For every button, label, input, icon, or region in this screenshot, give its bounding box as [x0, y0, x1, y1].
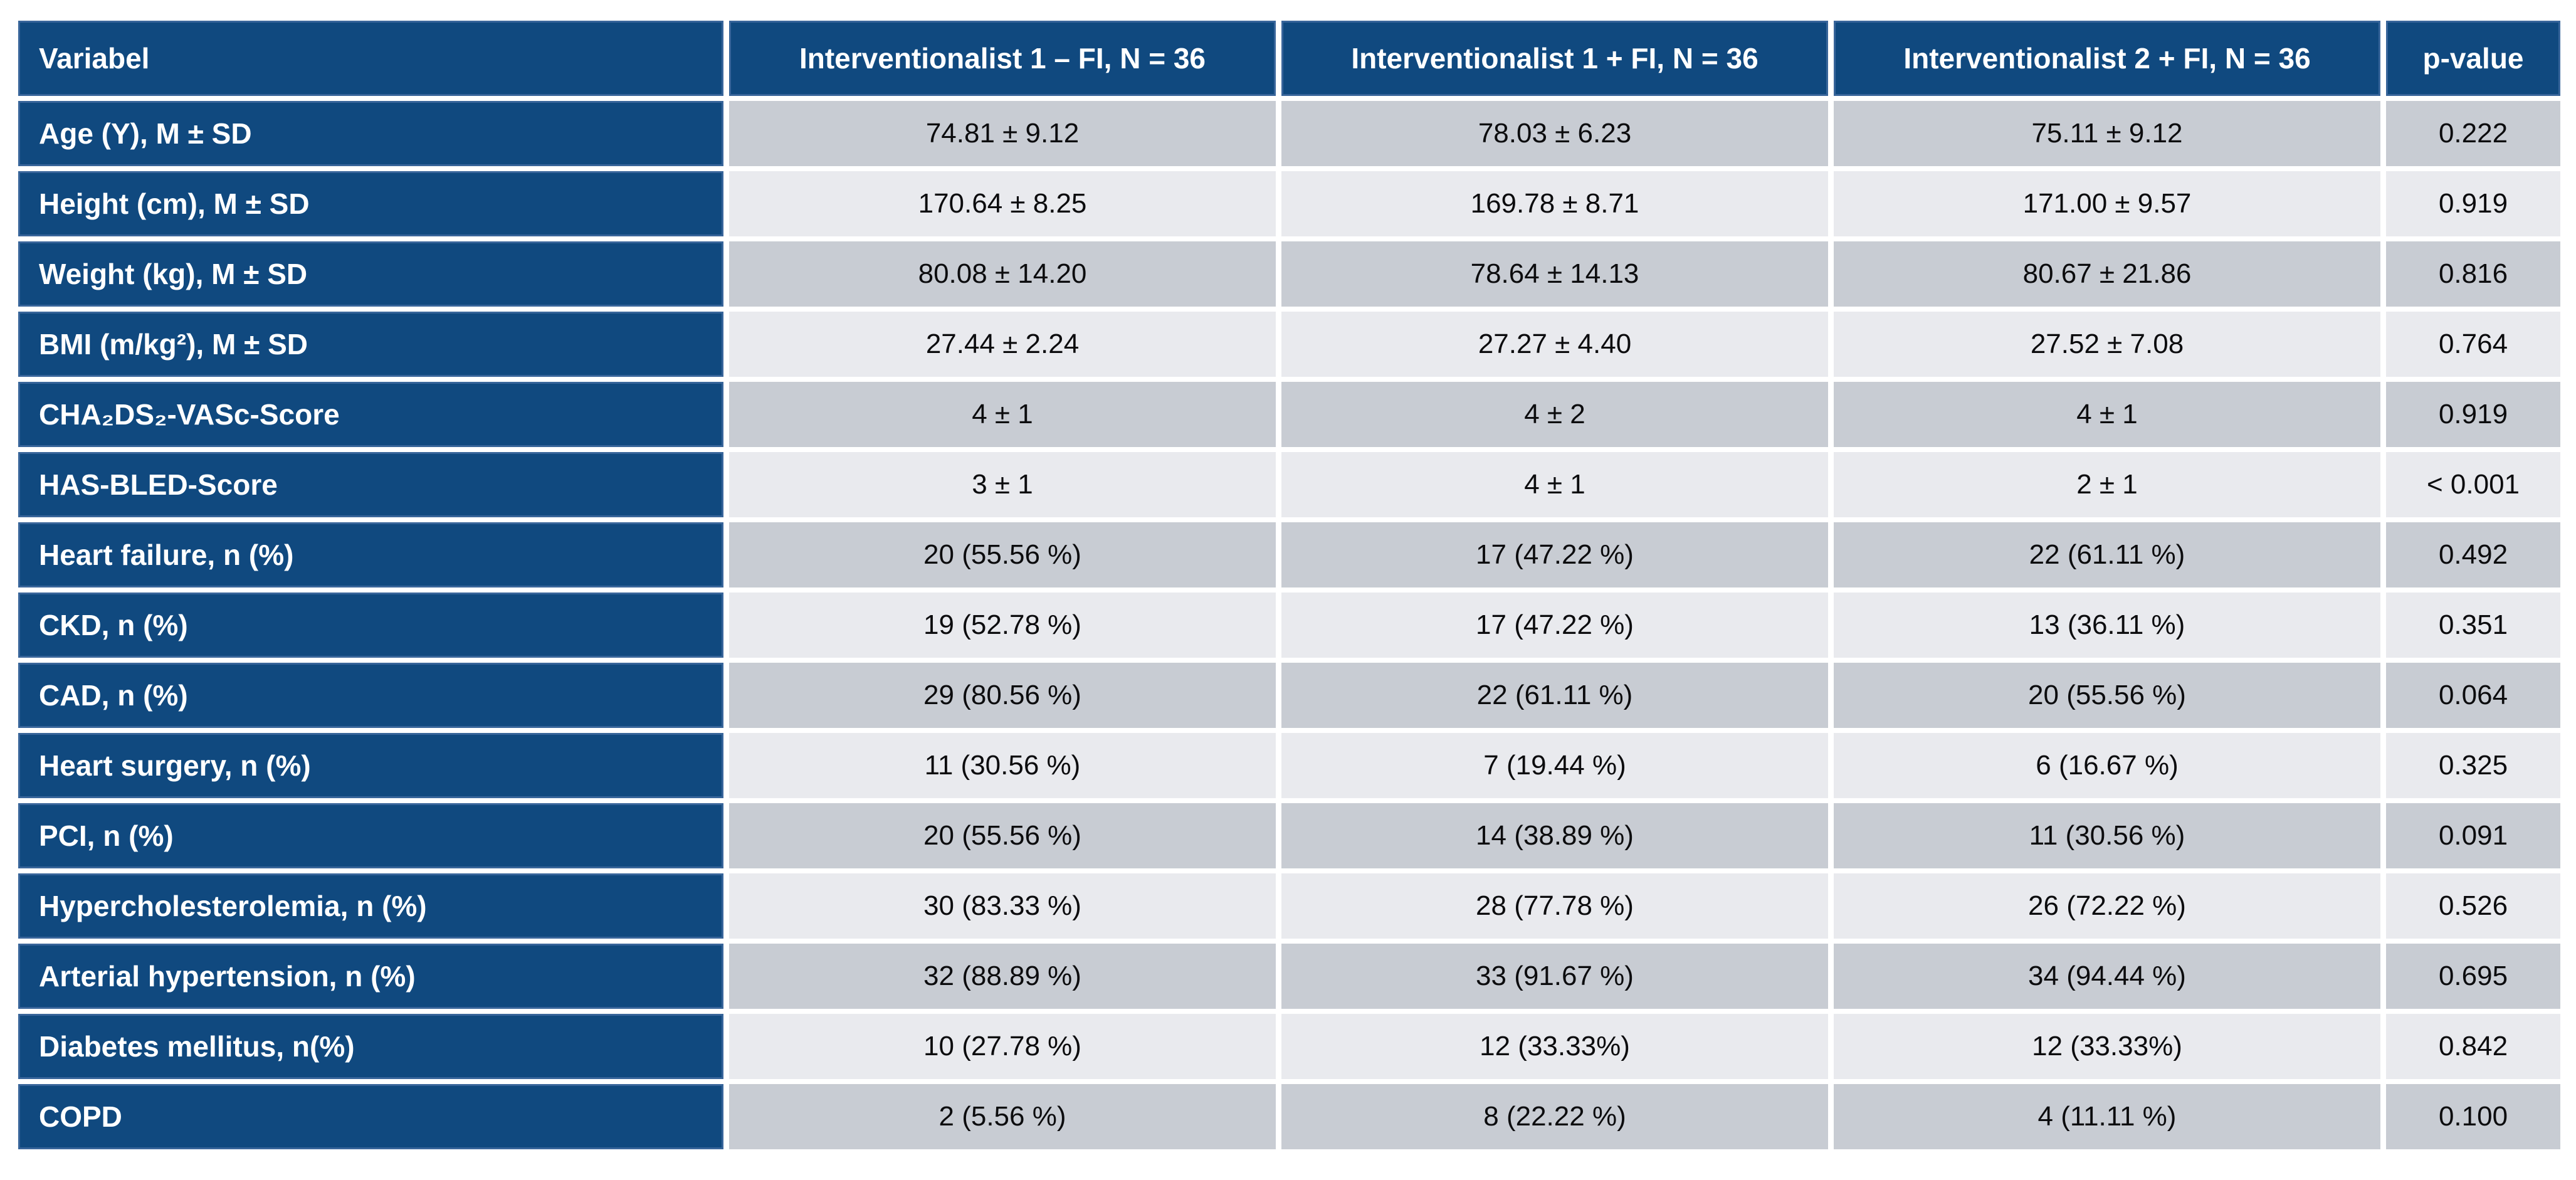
data-cell: 29 (80.56 %) [729, 663, 1276, 728]
p-value-cell: 0.526 [2386, 873, 2560, 939]
data-cell: 171.00 ± 9.57 [1834, 171, 2380, 236]
table-row-has-bled: HAS-BLED-Score 3 ± 1 4 ± 1 2 ± 1 < 0.001 [18, 452, 2560, 517]
header-p-value: p-value [2386, 21, 2560, 96]
data-cell: 2 ± 1 [1834, 452, 2380, 517]
p-value-cell: 0.919 [2386, 171, 2560, 236]
table-row-bmi: BMI (m/kg²), M ± SD 27.44 ± 2.24 27.27 ±… [18, 312, 2560, 377]
data-cell: 78.64 ± 14.13 [1281, 241, 1828, 307]
data-cell: 22 (61.11 %) [1834, 522, 2380, 587]
table-row-cha2ds2-vasc: CHA₂DS₂-VASc-Score 4 ± 1 4 ± 2 4 ± 1 0.9… [18, 382, 2560, 447]
p-value-cell: 0.222 [2386, 101, 2560, 166]
table-row-ckd: CKD, n (%) 19 (52.78 %) 17 (47.22 %) 13 … [18, 593, 2560, 658]
table-row-age: Age (Y), M ± SD 74.81 ± 9.12 78.03 ± 6.2… [18, 101, 2560, 166]
header-interventionalist-2-plus-fi: Interventionalist 2 + FI, N = 36 [1834, 21, 2380, 96]
table-row-weight: Weight (kg), M ± SD 80.08 ± 14.20 78.64 … [18, 241, 2560, 307]
row-label: Hypercholesterolemia, n (%) [18, 873, 723, 939]
header-interventionalist-1-plus-fi: Interventionalist 1 + FI, N = 36 [1281, 21, 1828, 96]
data-cell: 13 (36.11 %) [1834, 593, 2380, 658]
data-cell: 17 (47.22 %) [1281, 593, 1828, 658]
header-interventionalist-1-minus-fi: Interventionalist 1 – FI, N = 36 [729, 21, 1276, 96]
row-label: CHA₂DS₂-VASc-Score [18, 382, 723, 447]
data-cell: 170.64 ± 8.25 [729, 171, 1276, 236]
data-cell: 34 (94.44 %) [1834, 944, 2380, 1009]
p-value-cell: 0.064 [2386, 663, 2560, 728]
data-cell: 14 (38.89 %) [1281, 803, 1828, 868]
data-cell: 4 ± 1 [1834, 382, 2380, 447]
data-cell: 6 (16.67 %) [1834, 733, 2380, 798]
data-cell: 19 (52.78 %) [729, 593, 1276, 658]
data-cell: 78.03 ± 6.23 [1281, 101, 1828, 166]
data-cell: 10 (27.78 %) [729, 1014, 1276, 1079]
data-cell: 27.52 ± 7.08 [1834, 312, 2380, 377]
header-variabel: Variabel [18, 21, 723, 96]
data-cell: 33 (91.67 %) [1281, 944, 1828, 1009]
p-value-cell: 0.351 [2386, 593, 2560, 658]
p-value-cell: 0.325 [2386, 733, 2560, 798]
table-row-cad: CAD, n (%) 29 (80.56 %) 22 (61.11 %) 20 … [18, 663, 2560, 728]
table-header: Variabel Interventionalist 1 – FI, N = 3… [18, 21, 2560, 96]
p-value-cell: 0.091 [2386, 803, 2560, 868]
p-value-cell: 0.764 [2386, 312, 2560, 377]
table-row-pci: PCI, n (%) 20 (55.56 %) 14 (38.89 %) 11 … [18, 803, 2560, 868]
row-label: Weight (kg), M ± SD [18, 241, 723, 307]
row-label: Arterial hypertension, n (%) [18, 944, 723, 1009]
data-cell: 12 (33.33%) [1281, 1014, 1828, 1079]
data-cell: 4 ± 1 [729, 382, 1276, 447]
data-cell: 169.78 ± 8.71 [1281, 171, 1828, 236]
p-value-cell: < 0.001 [2386, 452, 2560, 517]
data-cell: 26 (72.22 %) [1834, 873, 2380, 939]
data-cell: 12 (33.33%) [1834, 1014, 2380, 1079]
data-cell: 80.08 ± 14.20 [729, 241, 1276, 307]
table-row-height: Height (cm), M ± SD 170.64 ± 8.25 169.78… [18, 171, 2560, 236]
header-row: Variabel Interventionalist 1 – FI, N = 3… [18, 21, 2560, 96]
table-row-diabetes-mellitus: Diabetes mellitus, n(%) 10 (27.78 %) 12 … [18, 1014, 2560, 1079]
data-cell: 27.27 ± 4.40 [1281, 312, 1828, 377]
row-label: Age (Y), M ± SD [18, 101, 723, 166]
data-cell: 4 ± 1 [1281, 452, 1828, 517]
table-row-hypercholesterolemia: Hypercholesterolemia, n (%) 30 (83.33 %)… [18, 873, 2560, 939]
data-cell: 20 (55.56 %) [1834, 663, 2380, 728]
p-value-cell: 0.695 [2386, 944, 2560, 1009]
data-cell: 11 (30.56 %) [729, 733, 1276, 798]
row-label: Diabetes mellitus, n(%) [18, 1014, 723, 1079]
data-cell: 7 (19.44 %) [1281, 733, 1828, 798]
data-cell: 32 (88.89 %) [729, 944, 1276, 1009]
p-value-cell: 0.100 [2386, 1084, 2560, 1149]
row-label: CAD, n (%) [18, 663, 723, 728]
data-cell: 2 (5.56 %) [729, 1084, 1276, 1149]
data-cell: 28 (77.78 %) [1281, 873, 1828, 939]
p-value-cell: 0.842 [2386, 1014, 2560, 1079]
p-value-cell: 0.492 [2386, 522, 2560, 587]
row-label: HAS-BLED-Score [18, 452, 723, 517]
row-label: Heart surgery, n (%) [18, 733, 723, 798]
data-cell: 3 ± 1 [729, 452, 1276, 517]
table-row-heart-failure: Heart failure, n (%) 20 (55.56 %) 17 (47… [18, 522, 2560, 587]
data-cell: 4 (11.11 %) [1834, 1084, 2380, 1149]
data-cell: 74.81 ± 9.12 [729, 101, 1276, 166]
row-label: PCI, n (%) [18, 803, 723, 868]
data-cell: 80.67 ± 21.86 [1834, 241, 2380, 307]
table-row-heart-surgery: Heart surgery, n (%) 11 (30.56 %) 7 (19.… [18, 733, 2560, 798]
data-cell: 4 ± 2 [1281, 382, 1828, 447]
row-label: Height (cm), M ± SD [18, 171, 723, 236]
data-cell: 22 (61.11 %) [1281, 663, 1828, 728]
p-value-cell: 0.919 [2386, 382, 2560, 447]
data-cell: 27.44 ± 2.24 [729, 312, 1276, 377]
p-value-cell: 0.816 [2386, 241, 2560, 307]
data-cell: 30 (83.33 %) [729, 873, 1276, 939]
data-cell: 11 (30.56 %) [1834, 803, 2380, 868]
row-label: Heart failure, n (%) [18, 522, 723, 587]
baseline-characteristics-table: Variabel Interventionalist 1 – FI, N = 3… [13, 16, 2566, 1154]
table-row-copd: COPD 2 (5.56 %) 8 (22.22 %) 4 (11.11 %) … [18, 1084, 2560, 1149]
data-cell: 8 (22.22 %) [1281, 1084, 1828, 1149]
row-label: CKD, n (%) [18, 593, 723, 658]
data-cell: 75.11 ± 9.12 [1834, 101, 2380, 166]
table-row-arterial-hypertension: Arterial hypertension, n (%) 32 (88.89 %… [18, 944, 2560, 1009]
data-cell: 17 (47.22 %) [1281, 522, 1828, 587]
row-label: COPD [18, 1084, 723, 1149]
table-body: Age (Y), M ± SD 74.81 ± 9.12 78.03 ± 6.2… [18, 101, 2560, 1149]
row-label: BMI (m/kg²), M ± SD [18, 312, 723, 377]
data-cell: 20 (55.56 %) [729, 803, 1276, 868]
data-cell: 20 (55.56 %) [729, 522, 1276, 587]
